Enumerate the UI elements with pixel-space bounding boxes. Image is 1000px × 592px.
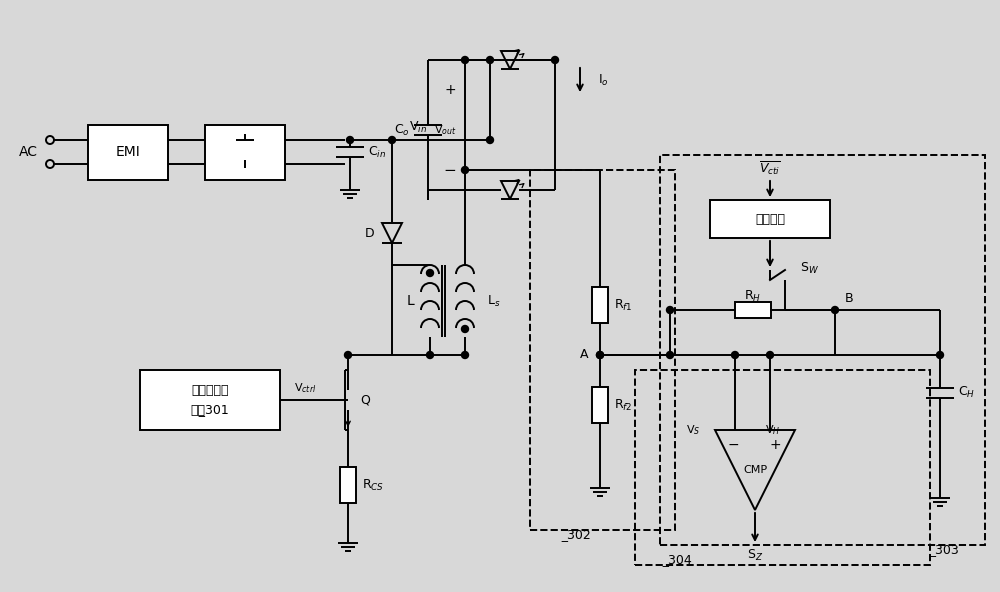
Bar: [592, 287, 608, 323]
Text: −: −: [727, 438, 739, 452]
Circle shape: [666, 307, 674, 314]
Text: $\overline{V_{cti}}$: $\overline{V_{cti}}$: [759, 159, 781, 177]
Circle shape: [426, 269, 434, 276]
Circle shape: [732, 352, 738, 359]
Bar: [710, 200, 830, 238]
Text: −: −: [444, 162, 456, 178]
Bar: [635, 370, 930, 565]
Text: V$_{S}$: V$_{S}$: [686, 423, 700, 437]
Text: V$_{out}$: V$_{out}$: [434, 123, 456, 137]
Circle shape: [552, 56, 558, 63]
Circle shape: [486, 56, 494, 63]
Text: AC: AC: [19, 145, 38, 159]
Text: R$_{f2}$: R$_{f2}$: [614, 397, 632, 413]
Text: I$_{o}$: I$_{o}$: [598, 72, 609, 88]
Circle shape: [936, 352, 943, 359]
Text: C$_{H}$: C$_{H}$: [958, 385, 975, 400]
Circle shape: [462, 326, 468, 333]
Bar: [140, 370, 280, 430]
Circle shape: [462, 352, 468, 359]
Text: S$_{Z}$: S$_{Z}$: [747, 548, 763, 562]
Text: V$_{ctrl}$: V$_{ctrl}$: [294, 381, 316, 395]
Text: S$_{W}$: S$_{W}$: [800, 260, 819, 275]
Circle shape: [486, 137, 494, 143]
Text: 维持时间: 维持时间: [755, 213, 785, 226]
Bar: [592, 387, 608, 423]
Text: ̲303: ̲303: [935, 543, 959, 556]
Text: ̲304: ̲304: [668, 554, 692, 567]
Text: V$_{in}$: V$_{in}$: [409, 120, 427, 134]
Bar: [88, 125, 168, 180]
Text: D: D: [364, 227, 374, 240]
Text: +: +: [769, 438, 781, 452]
Text: R$_{CS}$: R$_{CS}$: [362, 478, 384, 493]
Text: B: B: [845, 291, 854, 304]
Circle shape: [666, 352, 674, 359]
Text: CMP: CMP: [743, 465, 767, 475]
Bar: [530, 170, 675, 530]
Circle shape: [462, 56, 468, 63]
Text: ̲302: ̲302: [567, 529, 591, 542]
Text: +: +: [444, 83, 456, 97]
Circle shape: [347, 137, 354, 143]
Text: R$_{H}$: R$_{H}$: [744, 288, 761, 304]
Text: A: A: [580, 349, 588, 362]
Text: C$_{o}$: C$_{o}$: [394, 123, 410, 137]
Circle shape: [596, 352, 604, 359]
Circle shape: [345, 352, 352, 359]
Circle shape: [462, 166, 468, 173]
Text: Q: Q: [360, 394, 370, 407]
Circle shape: [831, 307, 838, 314]
Circle shape: [766, 352, 773, 359]
Text: EMI: EMI: [116, 145, 140, 159]
Circle shape: [426, 352, 434, 359]
Bar: [340, 467, 356, 503]
Bar: [205, 125, 285, 180]
Text: R$_{f1}$: R$_{f1}$: [614, 297, 633, 313]
Bar: [734, 302, 770, 318]
Text: L: L: [406, 294, 414, 308]
Text: L$_{s}$: L$_{s}$: [487, 294, 500, 308]
Text: C$_{in}$: C$_{in}$: [368, 144, 386, 160]
Text: V$_{H}$: V$_{H}$: [765, 423, 780, 437]
Bar: [660, 155, 985, 545]
Text: 电路̲301: 电路̲301: [191, 404, 229, 417]
Circle shape: [388, 137, 396, 143]
Text: 控制和驱动: 控制和驱动: [191, 384, 229, 397]
Circle shape: [596, 352, 604, 359]
